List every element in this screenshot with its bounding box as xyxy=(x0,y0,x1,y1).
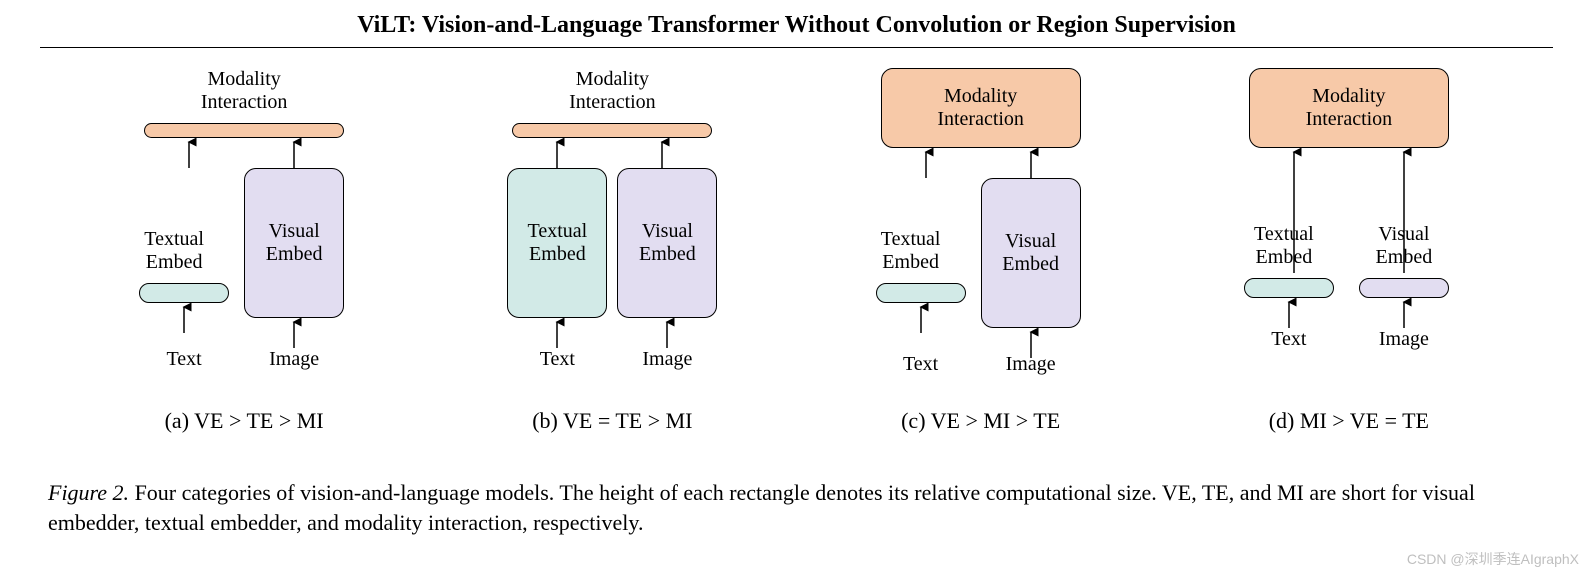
arrow-image-ve xyxy=(1399,298,1409,328)
mi-box: ModalityInteraction xyxy=(1249,68,1449,148)
panel-sublabel: (b) VE = TE > MI xyxy=(452,408,772,434)
arrow-text-te xyxy=(1284,298,1294,328)
arrow-ve-mi xyxy=(289,138,299,168)
mi-label-outside: ModalityInteraction xyxy=(184,68,304,114)
arrow-text-te xyxy=(916,303,926,333)
te-box: TextualEmbed xyxy=(507,168,607,318)
mi-box: ModalityInteraction xyxy=(881,68,1081,148)
ve-box xyxy=(1359,278,1449,298)
te-label-outside: TextualEmbed xyxy=(134,228,214,274)
title-rule xyxy=(40,47,1553,48)
image-label: Image xyxy=(627,348,707,371)
arrow-te-mi xyxy=(184,138,194,168)
arrow-image-ve xyxy=(289,318,299,348)
text-label: Text xyxy=(144,348,224,371)
caption-body: Four categories of vision-and-language m… xyxy=(48,480,1475,535)
text-label: Text xyxy=(517,348,597,371)
mi-label-outside: ModalityInteraction xyxy=(552,68,672,114)
image-label: Image xyxy=(1364,328,1444,351)
ve-label-outside: VisualEmbed xyxy=(1364,223,1444,269)
arrow-te-mi xyxy=(552,138,562,168)
text-label: Text xyxy=(1249,328,1329,351)
arrow-text-te xyxy=(179,303,189,333)
diagram-panels: ModalityInteraction TextualEmbed VisualE… xyxy=(0,68,1593,448)
image-label: Image xyxy=(991,353,1071,376)
panel-sublabel: (c) VE > MI > TE xyxy=(821,408,1141,434)
caption-lead: Figure 2. xyxy=(48,480,129,505)
panel-sublabel: (d) MI > VE = TE xyxy=(1189,408,1509,434)
arrow-ve-mi xyxy=(657,138,667,168)
text-label: Text xyxy=(881,353,961,376)
ve-box: VisualEmbed xyxy=(981,178,1081,328)
arrow-ve-mi xyxy=(1026,148,1036,178)
panel-sublabel: (a) VE > TE > MI xyxy=(84,408,404,434)
panel-d: ModalityInteraction TextualEmbed VisualE… xyxy=(1189,68,1509,448)
ve-box: VisualEmbed xyxy=(617,168,717,318)
mi-box xyxy=(144,123,344,138)
panel-a: ModalityInteraction TextualEmbed VisualE… xyxy=(84,68,404,448)
te-label-outside: TextualEmbed xyxy=(1244,223,1324,269)
image-label: Image xyxy=(254,348,334,371)
panel-b: ModalityInteraction TextualEmbed VisualE… xyxy=(452,68,772,448)
mi-box xyxy=(512,123,712,138)
figure-caption: Figure 2. Four categories of vision-and-… xyxy=(0,448,1593,537)
arrow-text-te xyxy=(552,318,562,348)
te-box xyxy=(876,283,966,303)
te-label-outside: TextualEmbed xyxy=(871,228,951,274)
ve-box: VisualEmbed xyxy=(244,168,344,318)
arrow-image-ve xyxy=(662,318,672,348)
page-title: ViLT: Vision-and-Language Transformer Wi… xyxy=(0,0,1593,47)
arrow-te-mi xyxy=(921,148,931,178)
te-box xyxy=(1244,278,1334,298)
watermark: CSDN @深圳季连AIgraphX xyxy=(1407,549,1579,569)
te-box xyxy=(139,283,229,303)
panel-c: ModalityInteraction TextualEmbed VisualE… xyxy=(821,68,1141,448)
